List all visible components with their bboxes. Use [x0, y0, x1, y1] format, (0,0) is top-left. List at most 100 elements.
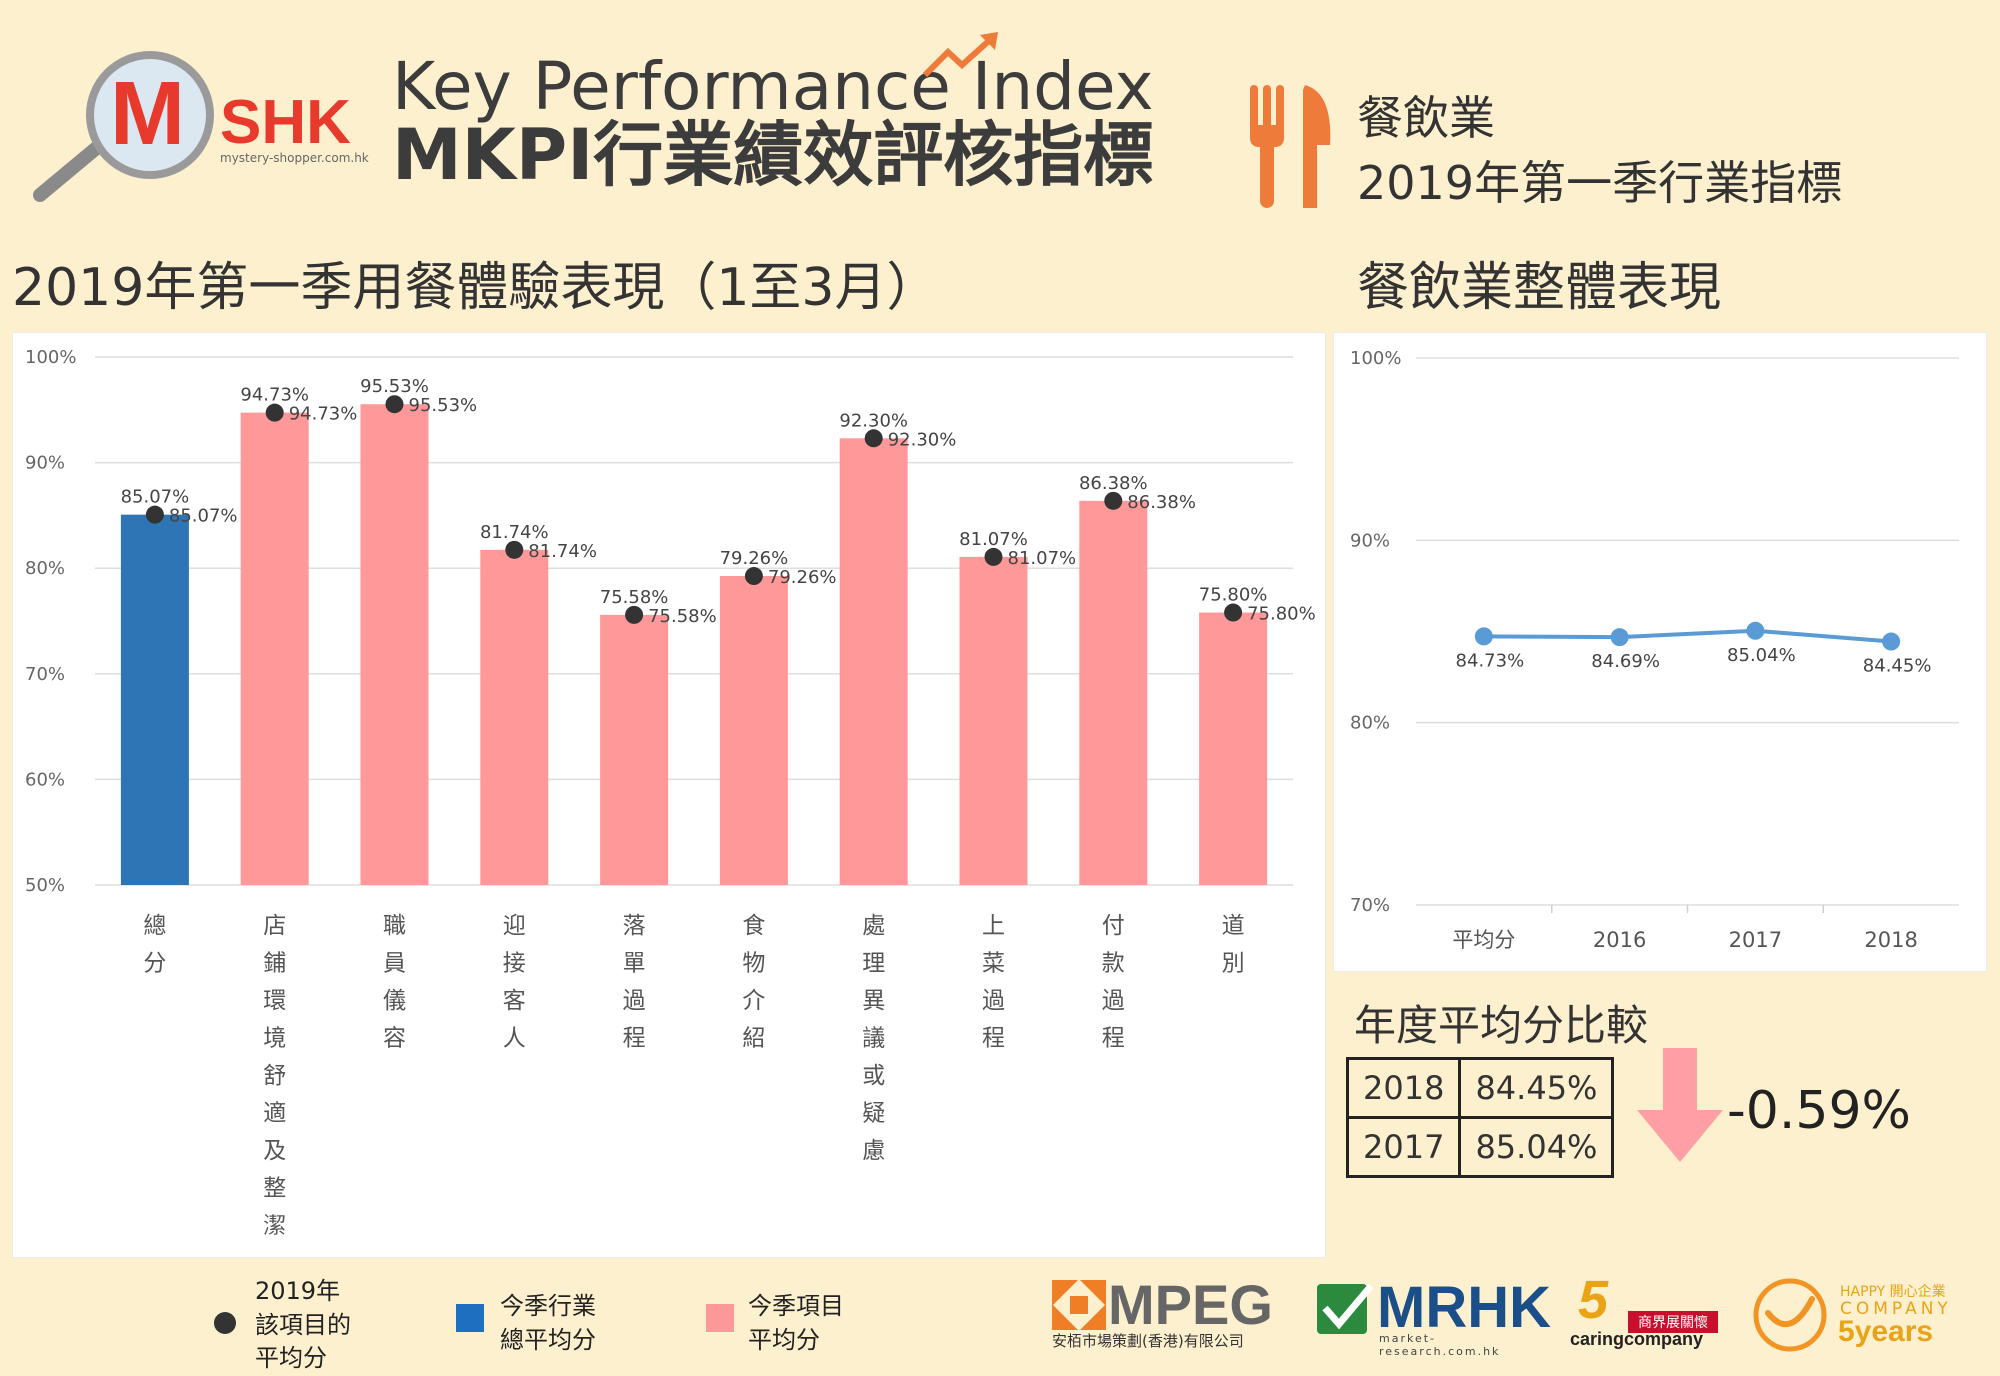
bar-value-label: 85.07%	[121, 487, 190, 508]
mrhk-subtext: market-research.com.hk	[1379, 1332, 1501, 1358]
x-tick-label: 境	[263, 1026, 286, 1052]
bar	[839, 438, 908, 885]
dot-value-label: 85.07%	[169, 506, 238, 527]
x-tick-label: 過	[1102, 988, 1125, 1014]
avg-dot	[505, 540, 524, 559]
x-tick-label: 議	[862, 1026, 885, 1052]
bar-value-label: 79.26%	[720, 548, 789, 569]
comparison-title: 年度平均分比較	[1354, 1001, 1649, 1050]
mrhk-text: MRHK	[1377, 1275, 1551, 1340]
avg-dot	[1104, 491, 1123, 510]
avg-dot	[864, 429, 883, 448]
caring-company-logo: 5 商界展關懷 caringcompany	[1568, 1270, 1743, 1365]
x-tick-label: 2017	[1729, 928, 1782, 952]
value-cell: 84.45%	[1458, 1057, 1615, 1119]
avg-dot	[625, 605, 644, 624]
fork-knife-icon	[1250, 85, 1331, 208]
value-cell: 85.04%	[1458, 1116, 1615, 1178]
point-value-label: 84.73%	[1456, 650, 1525, 671]
dot-value-label: 95.53%	[409, 395, 478, 416]
x-tick-label: 理	[862, 951, 885, 977]
bar-value-label: 95.53%	[360, 376, 429, 397]
bar	[360, 404, 429, 885]
line-chart: 100% 90% 80% 70% 84.73% 平均分 84.69% 2016 85.04% 20…	[1350, 348, 1959, 952]
mpeg-subtext: 安栢市場策劃(香港)有限公司	[1052, 1332, 1244, 1350]
legend-pink-label: 今季項目 平均分	[748, 1292, 844, 1354]
dot-value-label: 92.30%	[888, 429, 957, 450]
legend-blue-swatch	[456, 1304, 484, 1332]
x-tick-label: 鋪	[263, 951, 286, 977]
dot-value-label: 86.38%	[1127, 492, 1196, 513]
x-tick-label: 介	[742, 988, 765, 1014]
y-tick-label: 100%	[25, 347, 76, 368]
dot-value-label: 79.26%	[768, 567, 837, 588]
x-tick-label: 過	[982, 988, 1005, 1014]
y-tick-label: 70%	[1350, 895, 1390, 916]
x-tick-label: 員	[383, 951, 406, 977]
industry-name: 餐飲業	[1357, 91, 1495, 145]
avg-dot	[984, 547, 1003, 566]
y-tick-label: 60%	[25, 769, 65, 790]
bar-value-label: 75.80%	[1199, 585, 1268, 606]
line-point	[1882, 632, 1901, 651]
line-point	[1746, 621, 1765, 640]
bar	[719, 576, 788, 885]
caring-badge: 商界展關懷	[1628, 1311, 1718, 1333]
x-tick-label: 道	[1222, 913, 1245, 939]
point-value-label: 85.04%	[1727, 645, 1796, 666]
kpi-subtitle: MKPI行業績效評核指標	[392, 114, 1154, 196]
x-tick-label: 過	[623, 988, 646, 1014]
x-tick-label: 疑	[862, 1101, 885, 1127]
mpeg-text: MPEG	[1108, 1273, 1273, 1336]
industry-period: 2019年第一季行業指標	[1357, 156, 1843, 210]
x-tick-label: 食	[742, 913, 765, 939]
x-tick-label: 款	[1102, 951, 1125, 977]
magnifier-icon	[33, 51, 214, 202]
bar	[959, 556, 1028, 885]
legend-dot-marker	[214, 1312, 236, 1334]
avg-dot	[744, 567, 763, 586]
x-tick-label: 程	[623, 1026, 646, 1052]
x-tick-label: 單	[623, 951, 646, 977]
x-tick-label: 客	[503, 988, 526, 1014]
line-point	[1474, 627, 1493, 646]
bar-chart-panel: 100% 90% 80% 70% 60% 50% 85.07% 85.07% 總分 94.73% 9…	[12, 332, 1326, 1258]
y-tick-label: 90%	[25, 453, 65, 474]
happy-company-logo: HAPPY 開心企業 COMPANY 5years	[1752, 1275, 1972, 1365]
x-tick-label: 容	[383, 1026, 406, 1052]
x-tick-label: 上	[982, 913, 1005, 939]
x-tick-label: 或	[862, 1063, 885, 1089]
down-arrow-icon	[1637, 1048, 1723, 1162]
dot-value-label: 75.80%	[1247, 604, 1316, 625]
dot-value-label: 81.74%	[528, 541, 597, 562]
x-tick-label: 處	[862, 913, 885, 939]
avg-dot	[1224, 603, 1243, 622]
bar	[240, 412, 309, 885]
x-tick-label: 環	[263, 988, 286, 1014]
point-value-label: 84.69%	[1591, 651, 1660, 672]
x-tick-label: 分	[143, 951, 166, 977]
caring-years: 5	[1578, 1270, 1609, 1330]
year-cell: 2017	[1345, 1116, 1462, 1178]
x-tick-label: 紹	[742, 1026, 765, 1052]
trend-arrow-icon	[922, 32, 998, 78]
x-tick-label: 接	[503, 951, 526, 977]
x-tick-label: 儀	[383, 988, 406, 1014]
legend-blue-label: 今季行業 總平均分	[500, 1292, 596, 1354]
y-tick-label: 80%	[1350, 713, 1390, 734]
dot-value-label: 75.58%	[648, 606, 717, 627]
caring-text: caringcompany	[1570, 1329, 1704, 1349]
x-tick-label: 職	[383, 913, 406, 939]
bar-value-label: 81.74%	[480, 522, 549, 543]
change-value: -0.59%	[1727, 1081, 1911, 1141]
x-tick-label: 別	[1222, 951, 1245, 977]
comparison-table: 2018 84.45% 2017 85.04%	[1345, 1057, 1615, 1178]
bar-value-label: 81.07%	[959, 529, 1028, 550]
mpeg-mark-icon	[1052, 1280, 1106, 1330]
mshk-logo: M SHK mystery-shopper.com.hk	[20, 45, 380, 205]
avg-dot	[265, 403, 284, 422]
bar	[480, 549, 549, 885]
point-value-label: 84.45%	[1863, 656, 1932, 677]
bar	[1199, 612, 1268, 885]
y-tick-label: 50%	[25, 875, 65, 896]
